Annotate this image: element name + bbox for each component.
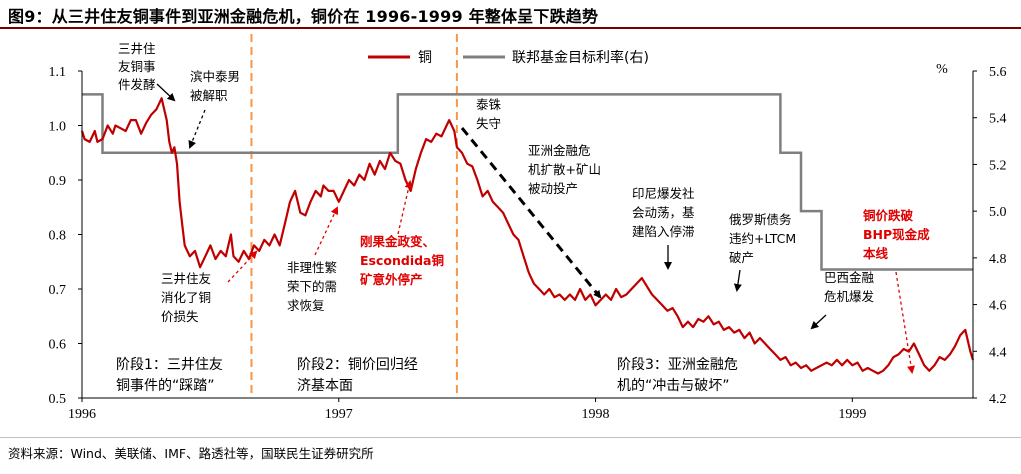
source-note: 资料来源：Wind、美联储、IMF、路透社等，国联民生证券研究所 <box>8 446 374 461</box>
annotation-sumitomo-digest: 价损失 <box>161 309 199 324</box>
stage3-label: 阶段3：亚洲金融危 <box>617 357 738 373</box>
series-layer <box>80 93 975 375</box>
chart-title: 图9：从三井住友铜事件到亚洲金融危机，铜价在 1996-1999 年整体呈下跌趋… <box>8 7 599 26</box>
arrow-taizhu-trend <box>460 127 602 299</box>
arrow-sumitomo-start <box>156 83 176 102</box>
arrow-bhp <box>895 271 916 374</box>
right-tick-label: 5.4 <box>989 112 1007 127</box>
right-tick-label: 4.4 <box>989 345 1007 360</box>
annotation-asia-crisis: 亚洲金融危 <box>528 143 591 158</box>
annotation-hamanaka: 被解职 <box>190 88 228 103</box>
arrow-sumitomo-digest <box>227 250 258 283</box>
annotation-bhp: 铜价跌破 <box>863 208 914 223</box>
x-tick-label: 1998 <box>582 407 610 422</box>
arrow-russia <box>733 269 742 292</box>
annotation-russia: 违约+LTCM <box>729 231 796 246</box>
right-tick-label: 4.8 <box>989 252 1007 267</box>
legend: 铜 联邦基金目标利率(右) <box>368 49 649 66</box>
stage-dividers <box>250 34 458 398</box>
arrow-congo <box>397 180 413 235</box>
annotation-congo: Escondida铜 <box>360 253 444 268</box>
arrow-hamanaka <box>188 109 206 149</box>
stage1-label: 铜事件的“踩踏” <box>116 378 215 394</box>
annotation-sumitomo-digest: 消化了铜 <box>161 290 211 305</box>
right-tick-label: 5.6 <box>989 65 1007 80</box>
right-tick-label: 4.6 <box>989 299 1007 314</box>
annotation-brazil: 巴西金融 <box>824 270 875 285</box>
annotation-asia-crisis: 被动投产 <box>528 181 578 196</box>
x-tick-label: 1997 <box>325 407 353 422</box>
annotation-irrational: 非理性繁 <box>287 260 338 275</box>
annotation-bhp: 本线 <box>863 246 889 261</box>
annotation-russia: 俄罗斯债务 <box>729 212 792 227</box>
right-axis-unit: % <box>936 62 948 77</box>
annotation-sumitomo-start: 三井住 <box>118 41 156 56</box>
annotation-sumitomo-start: 件发酵 <box>118 77 156 92</box>
annotation-hamanaka: 滨中泰男 <box>190 69 240 84</box>
left-tick-label: 0.5 <box>49 392 67 407</box>
left-tick-label: 0.8 <box>49 229 67 244</box>
annotation-indonesia: 会动荡，基 <box>632 205 695 220</box>
legend-label-copper: 铜 <box>418 50 432 66</box>
annotation-congo: 矿意外停产 <box>360 272 423 287</box>
annotation-arrows <box>156 83 916 374</box>
x-tick-label: 1999 <box>838 407 866 422</box>
stage3-label: 机的“冲击与破坏” <box>617 378 730 394</box>
stage1-label: 阶段1：三井住友 <box>116 357 223 373</box>
annotation-indonesia: 建陷入停滞 <box>632 224 695 239</box>
left-tick-label: 0.9 <box>49 174 67 189</box>
right-tick-label: 4.2 <box>989 392 1007 407</box>
title-rule <box>0 27 1021 29</box>
annotation-irrational: 求恢复 <box>287 298 325 313</box>
series-line-copper <box>80 97 975 375</box>
series-line-fed-rate <box>82 93 973 271</box>
annotation-russia: 破产 <box>729 250 754 265</box>
annotation-brazil: 危机爆发 <box>824 289 875 304</box>
annotation-taizhu: 失守 <box>476 116 501 131</box>
arrow-irrational <box>314 206 339 256</box>
right-tick-label: 5.0 <box>989 205 1007 220</box>
x-tick-label: 1996 <box>68 407 96 422</box>
annotation-sumitomo-start: 友铜事 <box>118 59 156 74</box>
left-tick-label: 0.7 <box>49 283 67 298</box>
annotation-indonesia: 印尼爆发社 <box>632 186 695 201</box>
stage2-label: 济基本面 <box>297 377 353 394</box>
arrow-brazil <box>810 314 827 330</box>
right-tick-label: 5.2 <box>989 158 1007 173</box>
bottom-rule <box>0 437 1021 438</box>
left-tick-label: 1.1 <box>49 65 67 80</box>
left-tick-label: 0.6 <box>49 338 67 353</box>
annotation-bhp: BHP现金成 <box>863 227 930 242</box>
left-tick-label: 1.0 <box>49 120 67 135</box>
stage2-label: 阶段2：铜价回归经 <box>297 356 418 373</box>
annotation-asia-crisis: 机扩散+矿山 <box>528 162 601 177</box>
annotation-congo: 刚果金政变、 <box>360 234 435 249</box>
axes-layer: 1.1 1.0 0.9 0.8 0.7 0.6 0.5 5.6 5.4 5.2 5.0 4.8 4.6 4… <box>49 62 1007 422</box>
annotation-sumitomo-digest: 三井住友 <box>161 271 211 286</box>
annotation-irrational: 荣下的需 <box>287 279 337 294</box>
annotation-taizhu: 泰铢 <box>476 97 502 112</box>
legend-label-fed-rate: 联邦基金目标利率(右) <box>512 49 649 66</box>
